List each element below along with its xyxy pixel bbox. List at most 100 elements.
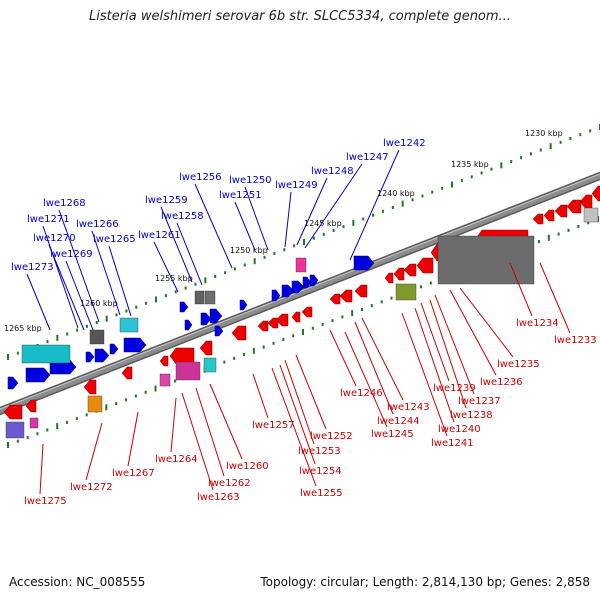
gene-label-lwe1243: lwe1243 xyxy=(387,402,430,413)
scale-label-1235-kbp: 1235 kbp xyxy=(451,160,489,169)
gray-gene-block xyxy=(89,329,105,345)
scale-tick xyxy=(557,232,560,236)
reverse-gene-arrow xyxy=(3,404,23,420)
scale-tick xyxy=(577,225,580,229)
leader-line-lwe1240 xyxy=(414,307,455,423)
gene-label-lwe1260: lwe1260 xyxy=(226,461,269,472)
leader-line-lwe1275 xyxy=(39,443,44,495)
gene-label-lwe1259: lwe1259 xyxy=(145,195,188,206)
gene-label-lwe1265: lwe1265 xyxy=(93,234,136,245)
forward-gene-arrow xyxy=(309,274,319,287)
scale-tick xyxy=(480,171,483,175)
reverse-gene-arrow xyxy=(257,320,269,332)
scale-tick xyxy=(46,340,49,344)
genome-summary-text: Topology: circular; Length: 2,814,130 bp… xyxy=(260,575,590,589)
scale-tick xyxy=(569,137,572,140)
gene-label-lwe1249: lwe1249 xyxy=(275,180,318,191)
light-gray-gene-block xyxy=(583,207,599,223)
scale-tick xyxy=(490,167,493,171)
reverse-gene-arrow xyxy=(231,325,247,341)
gene-label-lwe1270: lwe1270 xyxy=(33,233,76,244)
scale-tick xyxy=(272,341,275,345)
scale-tick xyxy=(292,334,295,338)
scale-tick xyxy=(16,351,19,355)
scale-tick xyxy=(125,309,128,313)
reverse-gene-arrow xyxy=(121,366,133,380)
scale-tick xyxy=(312,236,315,240)
scale-tick xyxy=(510,160,513,163)
magenta-gene-block xyxy=(29,417,39,429)
scale-tick xyxy=(56,423,59,430)
scale-tick xyxy=(262,345,265,349)
gene-label-lwe1261: lwe1261 xyxy=(138,230,181,241)
scale-tick xyxy=(332,229,335,232)
scale-tick xyxy=(567,228,570,232)
scale-label-1250-kbp: 1250 kbp xyxy=(230,246,268,255)
leader-line-lwe1256 xyxy=(194,183,233,269)
scale-tick xyxy=(7,354,9,360)
forward-gene-arrow xyxy=(271,289,281,302)
scale-tick xyxy=(539,148,542,152)
forward-gene-arrow xyxy=(200,312,212,326)
gene-label-lwe1239: lwe1239 xyxy=(433,383,476,394)
leader-line-lwe1255 xyxy=(271,367,317,487)
scale-tick xyxy=(155,296,157,303)
scale-tick xyxy=(66,420,68,424)
scale-tick xyxy=(381,209,384,213)
reverse-gene-arrow xyxy=(25,399,37,413)
forward-gene-arrow xyxy=(214,325,224,337)
scale-label-1230-kbp: 1230 kbp xyxy=(525,129,563,138)
leader-line-lwe1246 xyxy=(329,329,357,387)
reverse-gene-arrow xyxy=(329,293,341,305)
gene-label-lwe1246: lwe1246 xyxy=(340,388,383,399)
accession-text: Accession: NC_008555 xyxy=(9,575,146,589)
gene-label-lwe1268: lwe1268 xyxy=(43,198,86,209)
forward-gene-arrow xyxy=(109,343,119,355)
leader-line-lwe1257 xyxy=(252,373,269,419)
gene-label-lwe1237: lwe1237 xyxy=(458,396,501,407)
forward-gene-arrow xyxy=(184,319,193,331)
scale-tick xyxy=(224,271,227,275)
scale-tick xyxy=(391,206,394,209)
forward-gene-arrow xyxy=(209,308,223,324)
orange-gene-block xyxy=(87,395,103,413)
leader-line-lwe1234 xyxy=(509,262,533,317)
scale-tick xyxy=(174,290,177,294)
scale-tick xyxy=(263,255,266,259)
scale-tick xyxy=(253,258,256,265)
reverse-gene-arrow xyxy=(554,204,568,218)
leader-line-lwe1269 xyxy=(65,260,94,331)
gene-label-lwe1264: lwe1264 xyxy=(155,454,198,465)
scale-tick xyxy=(115,402,118,406)
scale-tick xyxy=(470,175,473,179)
gene-label-lwe1257: lwe1257 xyxy=(252,420,295,431)
leader-line-lwe1266 xyxy=(91,230,121,316)
scale-tick xyxy=(529,152,532,156)
scale-tick xyxy=(321,322,324,326)
leader-line-lwe1262 xyxy=(195,387,225,477)
leader-line-lwe1251 xyxy=(234,201,256,251)
scale-tick xyxy=(380,300,383,304)
scale-tick xyxy=(559,140,562,144)
leader-line-lwe1263 xyxy=(181,392,214,491)
gene-label-lwe1245: lwe1245 xyxy=(371,429,414,440)
gray-gene-block xyxy=(204,290,216,305)
reverse-gene-arrow xyxy=(591,185,600,202)
leader-line-lwe1265 xyxy=(108,245,132,317)
gene-features xyxy=(3,185,600,439)
leader-line-lwe1268 xyxy=(58,209,100,323)
reverse-gene-arrow xyxy=(83,379,97,395)
scale-tick xyxy=(420,285,422,289)
scale-tick xyxy=(125,398,127,402)
gene-label-lwe1242: lwe1242 xyxy=(383,138,426,149)
leader-line-lwe1272 xyxy=(85,422,103,481)
leader-line-lwe1271 xyxy=(42,225,79,329)
forward-gene-arrow xyxy=(25,367,51,383)
scale-tick xyxy=(451,181,453,188)
gene-label-lwe1244: lwe1244 xyxy=(377,416,420,427)
scale-tick xyxy=(164,294,167,298)
scale-tick xyxy=(303,239,305,245)
forward-gene-arrow xyxy=(281,284,295,298)
scale-tick xyxy=(273,252,276,255)
